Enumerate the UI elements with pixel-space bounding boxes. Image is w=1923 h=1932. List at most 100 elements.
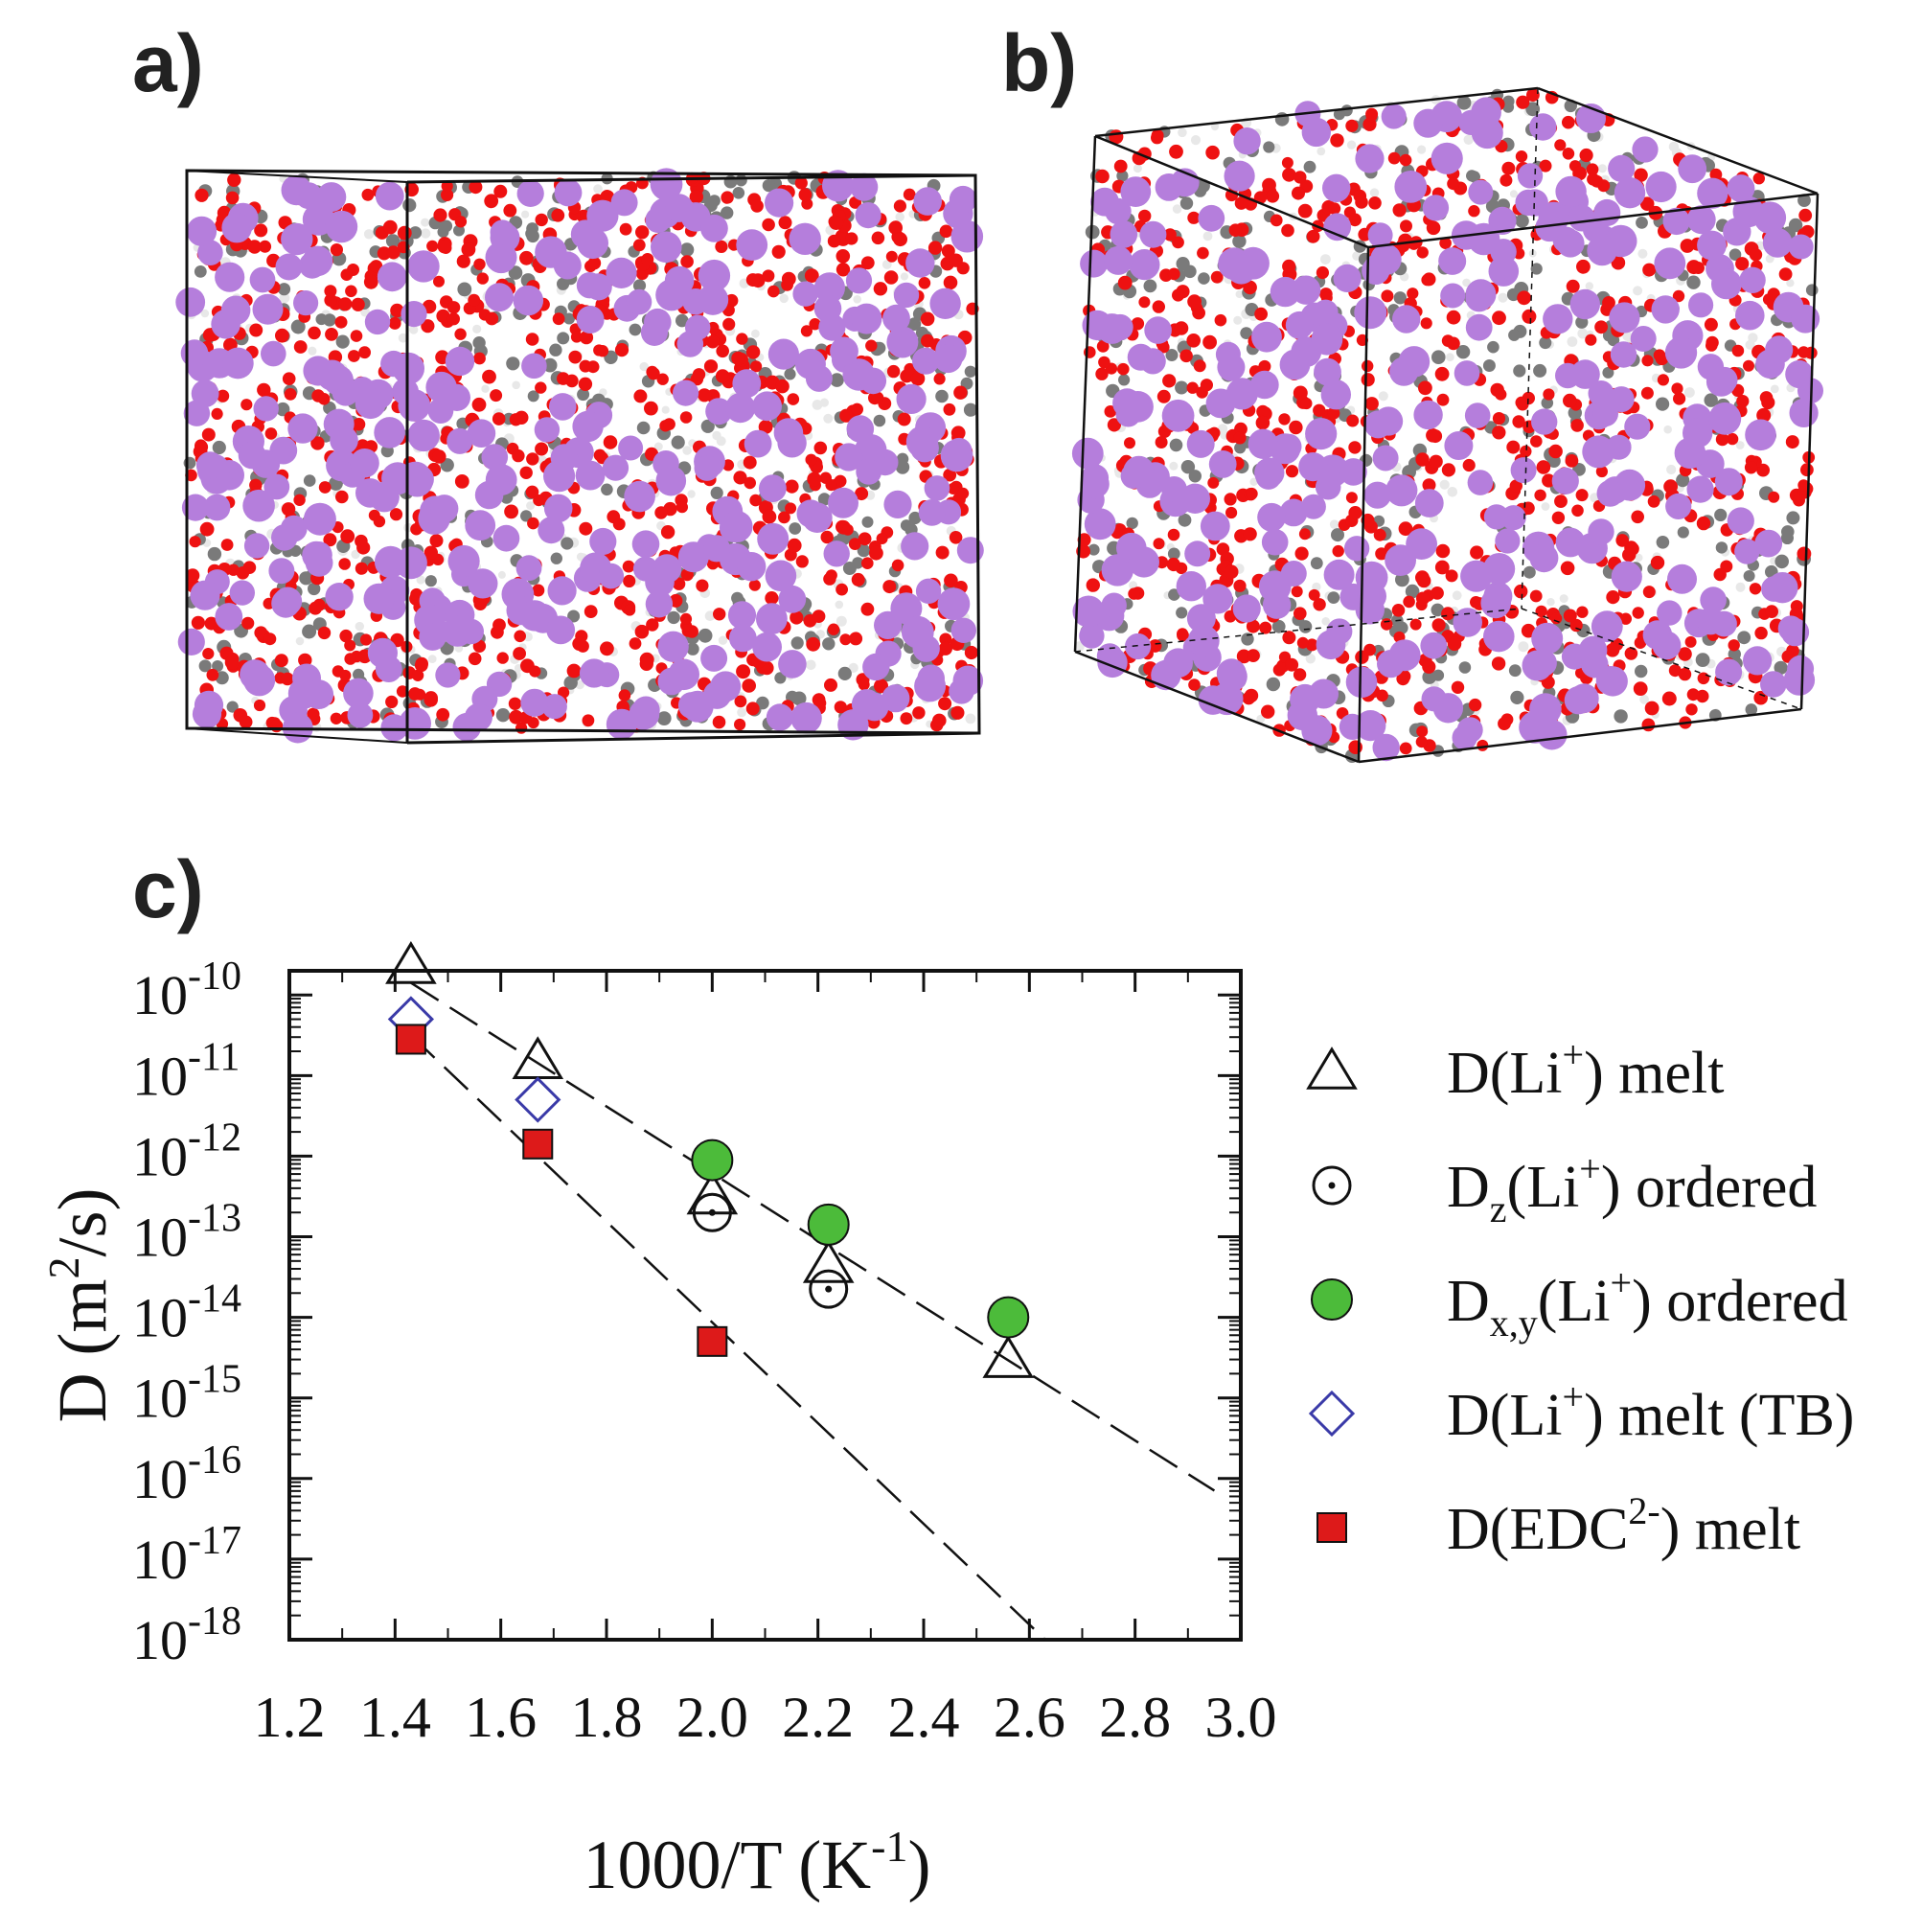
oxygen-atom bbox=[845, 232, 858, 245]
hydrogen-atom bbox=[1663, 425, 1672, 434]
hydrogen-atom bbox=[1567, 336, 1578, 347]
carbon-atom bbox=[198, 659, 212, 673]
oxygen-atom bbox=[1595, 465, 1608, 478]
lithium-atom bbox=[192, 699, 222, 729]
carbon-atom bbox=[656, 711, 672, 725]
carbon-atom bbox=[1636, 217, 1648, 229]
square-point bbox=[522, 1128, 554, 1160]
oxygen-atom bbox=[202, 648, 215, 660]
oxygen-atom bbox=[533, 494, 545, 507]
oxygen-atom bbox=[527, 517, 539, 530]
lithium-atom bbox=[757, 522, 790, 555]
lithium-atom bbox=[859, 367, 887, 395]
carbon-atom bbox=[1715, 541, 1728, 554]
oxygen-atom bbox=[263, 632, 277, 646]
oxygen-atom bbox=[189, 536, 201, 548]
oxygen-atom bbox=[647, 367, 660, 380]
oxygen-atom bbox=[1706, 335, 1719, 350]
lithium-atom bbox=[1535, 213, 1564, 242]
lithium-atom bbox=[886, 326, 919, 358]
oxygen-atom bbox=[1193, 359, 1206, 373]
oxygen-atom bbox=[1517, 290, 1531, 306]
oxygen-atom bbox=[785, 502, 797, 515]
lithium-atom bbox=[263, 473, 290, 500]
oxygen-atom bbox=[236, 566, 250, 580]
carbon-atom bbox=[861, 516, 874, 528]
oxygen-atom bbox=[1151, 131, 1164, 145]
lithium-atom bbox=[1711, 366, 1738, 393]
oxygen-atom bbox=[1172, 288, 1185, 302]
hydrogen-atom bbox=[806, 659, 816, 671]
oxygen-atom bbox=[1403, 595, 1415, 609]
lithium-atom bbox=[1276, 433, 1302, 460]
carbon-atom bbox=[1522, 565, 1536, 579]
hydrogen-atom bbox=[421, 218, 430, 227]
oxygen-atom bbox=[715, 369, 730, 383]
oxygen-atom bbox=[1289, 420, 1303, 435]
oxygen-atom bbox=[1187, 211, 1201, 224]
oxygen-atom bbox=[385, 695, 399, 709]
oxygen-atom bbox=[282, 372, 296, 386]
oxygen-atom bbox=[1399, 153, 1412, 167]
oxygen-atom bbox=[309, 601, 322, 615]
carbon-atom bbox=[1530, 263, 1543, 275]
lithium-atom bbox=[1739, 266, 1766, 293]
hydrogen-atom bbox=[1462, 278, 1471, 288]
oxygen-atom bbox=[1278, 413, 1291, 426]
lithium-atom bbox=[1460, 560, 1493, 592]
hydrogen-atom bbox=[1735, 441, 1745, 449]
lithium-atom bbox=[606, 708, 637, 740]
oxygen-atom bbox=[340, 268, 354, 282]
oxygen-atom bbox=[858, 532, 872, 546]
lithium-atom bbox=[1665, 493, 1692, 520]
lithium-atom bbox=[252, 293, 284, 325]
lithium-atom bbox=[896, 383, 927, 414]
hydrogen-atom bbox=[421, 228, 431, 239]
oxygen-atom bbox=[1447, 336, 1460, 351]
lithium-atom bbox=[1791, 304, 1820, 334]
oxygen-atom bbox=[1562, 115, 1575, 129]
lithium-atom bbox=[1200, 511, 1230, 541]
oxygen-atom bbox=[249, 323, 263, 337]
hydrogen-atom bbox=[1633, 286, 1643, 296]
oxygen-atom bbox=[217, 389, 230, 402]
lithium-atom bbox=[1662, 207, 1690, 236]
oxygen-atom bbox=[713, 608, 726, 621]
hydrogen-atom bbox=[481, 384, 490, 393]
carbon-atom bbox=[1786, 511, 1800, 525]
lithium-atom bbox=[1471, 97, 1501, 127]
oxygen-atom bbox=[227, 172, 241, 187]
carbon-atom bbox=[1179, 196, 1194, 210]
oxygen-atom bbox=[696, 579, 709, 592]
oxygen-atom bbox=[1642, 586, 1656, 599]
oxygen-atom bbox=[441, 188, 454, 201]
hydrogen-atom bbox=[1622, 331, 1633, 341]
oxygen-atom bbox=[519, 466, 533, 479]
oxygen-atom bbox=[1163, 228, 1177, 242]
oxygen-atom bbox=[675, 501, 689, 514]
lithium-atom bbox=[766, 703, 794, 731]
carbon-atom bbox=[1126, 517, 1138, 530]
lithium-atom bbox=[917, 664, 945, 693]
lithium-atom bbox=[1777, 615, 1804, 642]
lithium-atom bbox=[1107, 313, 1133, 341]
lithium-atom bbox=[676, 331, 704, 357]
hydrogen-atom bbox=[1668, 141, 1680, 152]
oxygen-atom bbox=[787, 538, 802, 553]
oxygen-atom bbox=[1539, 159, 1552, 172]
oxygen-atom bbox=[1642, 263, 1657, 277]
oxygen-atom bbox=[293, 340, 308, 354]
oxygen-atom bbox=[310, 436, 325, 450]
lithium-atom bbox=[446, 427, 473, 454]
oxygen-atom bbox=[1798, 208, 1813, 222]
oxygen-atom bbox=[1678, 647, 1692, 661]
carbon-atom bbox=[629, 323, 642, 336]
oxygen-atom bbox=[1107, 418, 1121, 432]
oxygen-atom bbox=[350, 330, 363, 342]
lithium-atom bbox=[427, 398, 454, 424]
carbon-atom bbox=[1303, 160, 1316, 173]
carbon-atom bbox=[212, 440, 226, 455]
lithium-atom bbox=[845, 267, 873, 294]
oxygen-atom bbox=[1661, 691, 1677, 706]
oxygen-atom bbox=[1495, 388, 1507, 401]
